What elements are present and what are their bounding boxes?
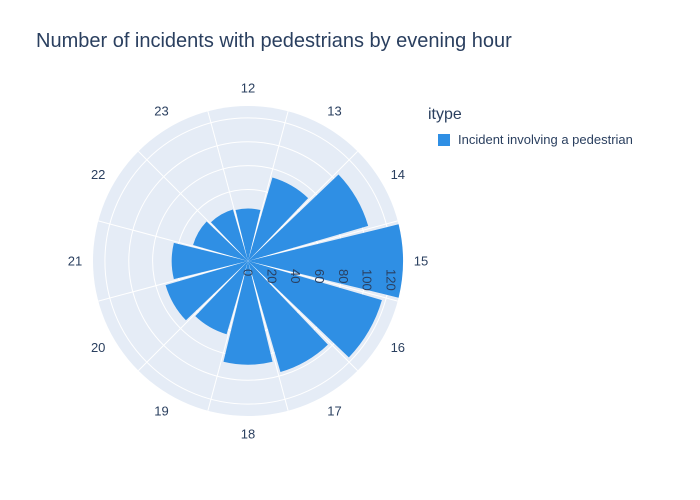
radial-tick-label: 60 — [312, 269, 327, 283]
bar-17[interactable] — [248, 261, 328, 373]
bar-series — [165, 174, 403, 373]
radial-tick-label: 80 — [336, 269, 351, 283]
angular-gridline — [247, 111, 289, 262]
angular-tick-label: 19 — [154, 403, 168, 418]
angular-tick-label: 12 — [241, 81, 255, 96]
bar-12[interactable] — [235, 208, 261, 261]
angular-gridline — [207, 111, 249, 262]
chart-title: Number of incidents with pedestrians by … — [36, 30, 512, 52]
angular-gridline — [98, 260, 249, 302]
bar-19[interactable] — [195, 261, 248, 335]
angular-tick-label: 22 — [91, 167, 105, 182]
angular-gridline — [138, 151, 249, 262]
radial-tick-label: 40 — [288, 269, 303, 283]
bar-22[interactable] — [193, 221, 248, 261]
angular-tick-label: 18 — [241, 427, 255, 442]
angular-gridline — [247, 151, 358, 262]
radial-tick-label: 120 — [384, 269, 399, 291]
angular-gridline — [138, 260, 249, 371]
radial-axis: 0 20 40 60 80 100 120 — [241, 269, 399, 291]
bar-21[interactable] — [171, 242, 248, 280]
angular-tick-label: 15 — [414, 254, 428, 269]
radial-tick-label: 100 — [360, 269, 375, 291]
angular-tick-label: 14 — [391, 167, 405, 182]
bar-18[interactable] — [223, 261, 273, 365]
angular-tick-label: 20 — [91, 340, 105, 355]
angular-axis: 12 13 14 15 16 17 18 19 20 21 22 23 — [68, 81, 428, 442]
legend-item[interactable]: Incident involving a pedestrian — [438, 132, 633, 147]
bar-16[interactable] — [248, 261, 382, 358]
angular-tick-label: 23 — [154, 104, 168, 119]
bar-15[interactable] — [248, 224, 403, 298]
angular-gridline — [247, 220, 398, 262]
angular-gridline — [247, 260, 289, 411]
bar-20[interactable] — [165, 261, 248, 321]
bar-13[interactable] — [248, 177, 309, 261]
angular-tick-label: 21 — [68, 254, 82, 269]
angular-tick-label: 13 — [327, 104, 341, 119]
radial-tick-label: 20 — [264, 269, 279, 283]
angular-gridline — [247, 260, 398, 302]
legend-swatch — [438, 133, 450, 146]
angular-tick-label: 16 — [391, 340, 405, 355]
angular-gridline — [207, 260, 249, 411]
legend: itype Incident involving a pedestrian — [428, 106, 633, 147]
legend-label: Incident involving a pedestrian — [458, 132, 633, 147]
angular-gridline — [98, 220, 249, 262]
angular-tick-label: 17 — [327, 403, 341, 418]
bar-23[interactable] — [210, 209, 248, 262]
legend-title: itype — [428, 106, 462, 123]
radial-tick-label: 0 — [241, 269, 256, 276]
bar-14[interactable] — [248, 174, 369, 261]
angular-gridline — [247, 260, 358, 371]
